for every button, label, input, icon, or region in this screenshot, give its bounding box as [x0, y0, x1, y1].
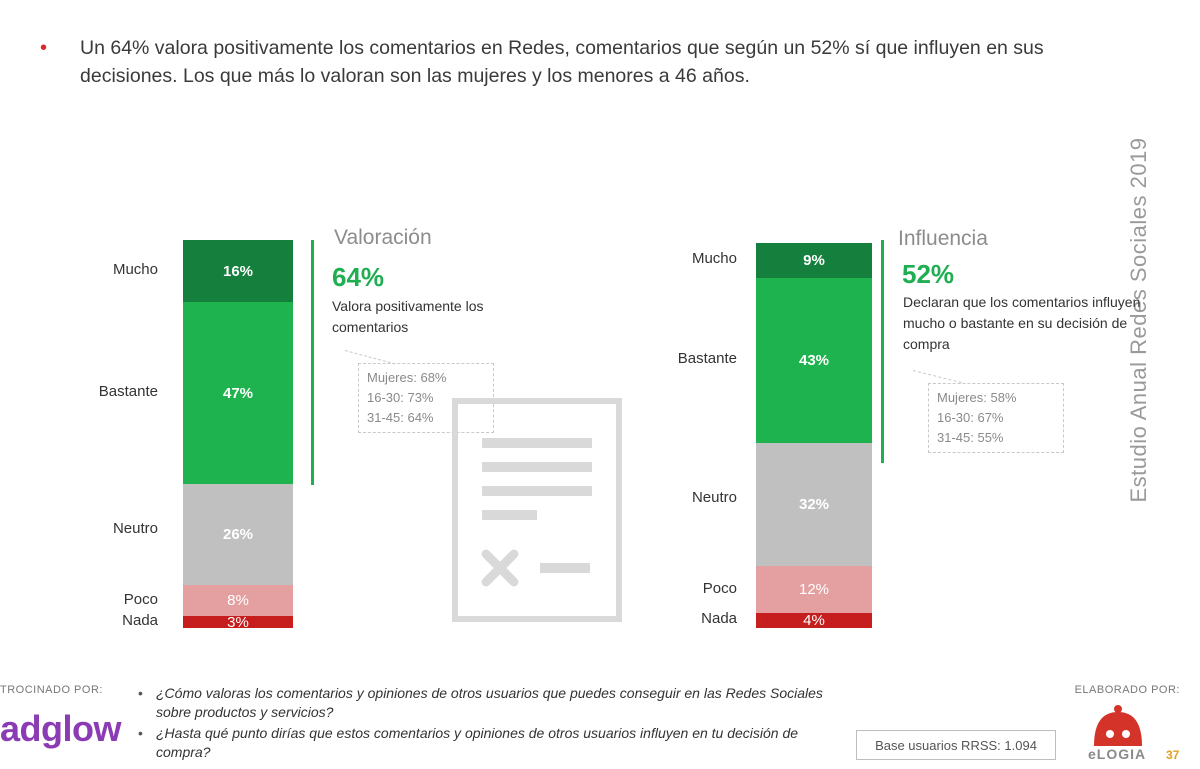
valoracion-note-line: Mujeres: 68%: [367, 370, 447, 385]
valoracion-note-box: Mujeres: 68% 16-30: 73% 31-45: 64%: [358, 363, 494, 433]
category-label-nada: Nada: [122, 612, 158, 630]
elogia-logo: eLOGIA: [1086, 704, 1150, 764]
bar-segment-bastante: 43%: [756, 277, 872, 444]
bar-segment-poco: 8%: [183, 585, 293, 617]
bar-segment-neutro: 32%: [756, 443, 872, 567]
bar-value-label: 3%: [227, 613, 249, 631]
document-reject-icon: [452, 398, 622, 622]
influencia-note-line: 16-30: 67%: [937, 410, 1004, 425]
valoracion-highlight-text: Valora positivamente los comentarios: [332, 298, 484, 335]
bar-segment-neutro: 26%: [183, 484, 293, 586]
survey-question: ¿Cómo valoras los comentarios y opinione…: [130, 684, 830, 722]
elogia-mark-icon: [1094, 705, 1142, 746]
bar-segment-nada: 3%: [183, 613, 293, 631]
bar-value-label: 9%: [803, 251, 825, 269]
bar-value-label: 8%: [227, 592, 249, 610]
sponsor-logo: adglow: [0, 708, 122, 749]
valoracion-accent-line: [311, 240, 314, 485]
sponsor-label: TROCINADO POR:: [0, 684, 103, 696]
category-label-poco: Poco: [123, 590, 158, 608]
bar-segment-bastante: 47%: [183, 302, 293, 485]
category-label-poco: Poco: [702, 579, 737, 597]
valoracion-highlight-value: 64%: [332, 262, 385, 292]
bar-segment-mucho: 9%: [756, 243, 872, 278]
bar-segment-nada: 4%: [756, 611, 872, 629]
page-number: 37: [1166, 748, 1180, 762]
intro-text: Un 64% valora positivamente los comentar…: [80, 37, 1044, 87]
survey-questions: ¿Cómo valoras los comentarios y opinione…: [130, 684, 830, 764]
base-users-box: Base usuarios RRSS: 1.094: [856, 730, 1056, 760]
bar-value-label: 12%: [798, 580, 830, 598]
bar-segment-poco: 12%: [756, 566, 872, 613]
bar-value-label: 47%: [222, 384, 254, 402]
influencia-note-box: Mujeres: 58% 16-30: 67% 31-45: 55%: [928, 383, 1064, 453]
category-label-mucho: Mucho: [112, 261, 158, 279]
influencia-highlight-value: 52%: [902, 259, 955, 289]
bar-value-label: 32%: [798, 496, 830, 514]
valoracion-note-line: 16-30: 73%: [367, 390, 434, 405]
bar-value-label: 16%: [222, 262, 254, 280]
influencia-note-line: 31-45: 55%: [937, 430, 1004, 445]
influencia-callout-tail: [912, 370, 962, 384]
influencia-note-line: Mujeres: 58%: [937, 390, 1017, 405]
bar-segment-mucho: 16%: [183, 240, 293, 303]
category-label-neutro: Neutro: [112, 519, 158, 537]
survey-question: ¿Hasta qué punto dirías que estos coment…: [130, 724, 830, 762]
influencia-title: Influencia: [898, 227, 988, 250]
influencia-accent-line: [881, 240, 884, 463]
bar-value-label: 4%: [803, 611, 825, 629]
category-label-nada: Nada: [701, 610, 737, 628]
influencia-highlight-text: Declaran que los comentarios influyen mu…: [903, 294, 1141, 352]
intro-paragraph: • Un 64% valora positivamente los coment…: [40, 34, 1100, 90]
made-by-label: ELABORADO POR:: [1074, 684, 1180, 696]
elogia-wordmark: eLOGIA: [1088, 746, 1147, 762]
bullet-icon: •: [40, 37, 48, 59]
valoracion-note-line: 31-45: 64%: [367, 410, 434, 425]
category-label-bastante: Bastante: [677, 350, 737, 368]
valoracion-title: Valoración: [334, 226, 432, 249]
category-label-mucho: Mucho: [691, 250, 737, 268]
bar-value-label: 43%: [798, 351, 830, 369]
category-label-bastante: Bastante: [98, 383, 158, 401]
bar-value-label: 26%: [222, 526, 254, 544]
category-label-neutro: Neutro: [691, 488, 737, 506]
